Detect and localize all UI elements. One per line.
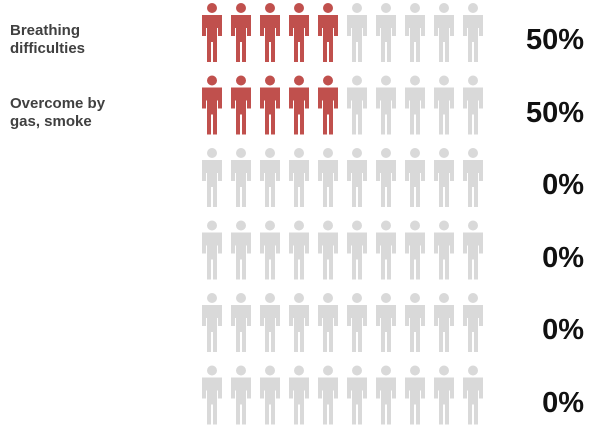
person-icon xyxy=(289,365,309,425)
percent-label: 0% xyxy=(542,169,584,201)
person-icon xyxy=(434,148,454,207)
person-icon xyxy=(231,220,251,280)
person-icon xyxy=(347,293,367,352)
person-icon xyxy=(260,293,280,352)
person-icon xyxy=(289,3,309,62)
person-icon xyxy=(318,3,338,62)
person-icon xyxy=(376,293,396,352)
person-icon xyxy=(434,293,454,352)
percent-label: 0% xyxy=(542,241,584,274)
person-icon xyxy=(347,365,367,425)
person-icon xyxy=(202,220,222,280)
person-icon xyxy=(318,220,338,280)
person-icon xyxy=(202,148,222,207)
person-icon xyxy=(231,75,251,135)
person-icon xyxy=(202,293,222,352)
person-icon xyxy=(202,365,222,425)
person-icon xyxy=(318,75,338,135)
person-icon xyxy=(376,365,396,425)
person-icon xyxy=(376,75,396,135)
person-icon xyxy=(434,3,454,62)
person-icon xyxy=(405,293,425,352)
person-icon xyxy=(376,3,396,62)
person-icon xyxy=(434,220,454,280)
person-icon xyxy=(463,293,483,352)
person-icon xyxy=(260,148,280,207)
row-label: Breathing difficulties xyxy=(10,22,86,57)
person-icon xyxy=(260,3,280,62)
person-icon xyxy=(347,220,367,280)
person-icon xyxy=(405,148,425,207)
percent-label: 50% xyxy=(525,96,584,129)
person-icon xyxy=(318,365,338,425)
percent-label: 50% xyxy=(525,24,584,56)
person-icon xyxy=(260,75,280,135)
person-icon xyxy=(463,148,483,207)
person-icon xyxy=(376,148,396,207)
person-icon xyxy=(347,148,367,207)
person-icon xyxy=(202,75,222,135)
person-icon xyxy=(318,293,338,352)
person-icon xyxy=(434,365,454,425)
person-icon xyxy=(405,365,425,425)
person-icon xyxy=(260,220,280,280)
person-icon xyxy=(289,75,309,135)
person-icon xyxy=(231,293,251,352)
person-icon xyxy=(289,220,309,280)
percent-label: 0% xyxy=(542,314,584,346)
person-icon xyxy=(289,148,309,207)
person-icon xyxy=(289,293,309,352)
person-icon xyxy=(318,148,338,207)
person-icon xyxy=(405,220,425,280)
person-icon xyxy=(231,148,251,207)
person-icon xyxy=(347,3,367,62)
person-icon xyxy=(202,3,222,62)
person-icon xyxy=(463,220,483,280)
person-icon xyxy=(405,75,425,135)
percent-label: 0% xyxy=(542,386,584,419)
person-icon xyxy=(434,75,454,135)
person-icon xyxy=(463,75,483,135)
person-icon xyxy=(405,3,425,62)
row-label: Overcome by gas, smoke xyxy=(10,94,106,130)
person-icon xyxy=(463,365,483,425)
person-icon xyxy=(260,365,280,425)
person-icon xyxy=(463,3,483,62)
person-icon xyxy=(347,75,367,135)
person-icon xyxy=(231,3,251,62)
person-icon xyxy=(376,220,396,280)
person-icon xyxy=(231,365,251,425)
